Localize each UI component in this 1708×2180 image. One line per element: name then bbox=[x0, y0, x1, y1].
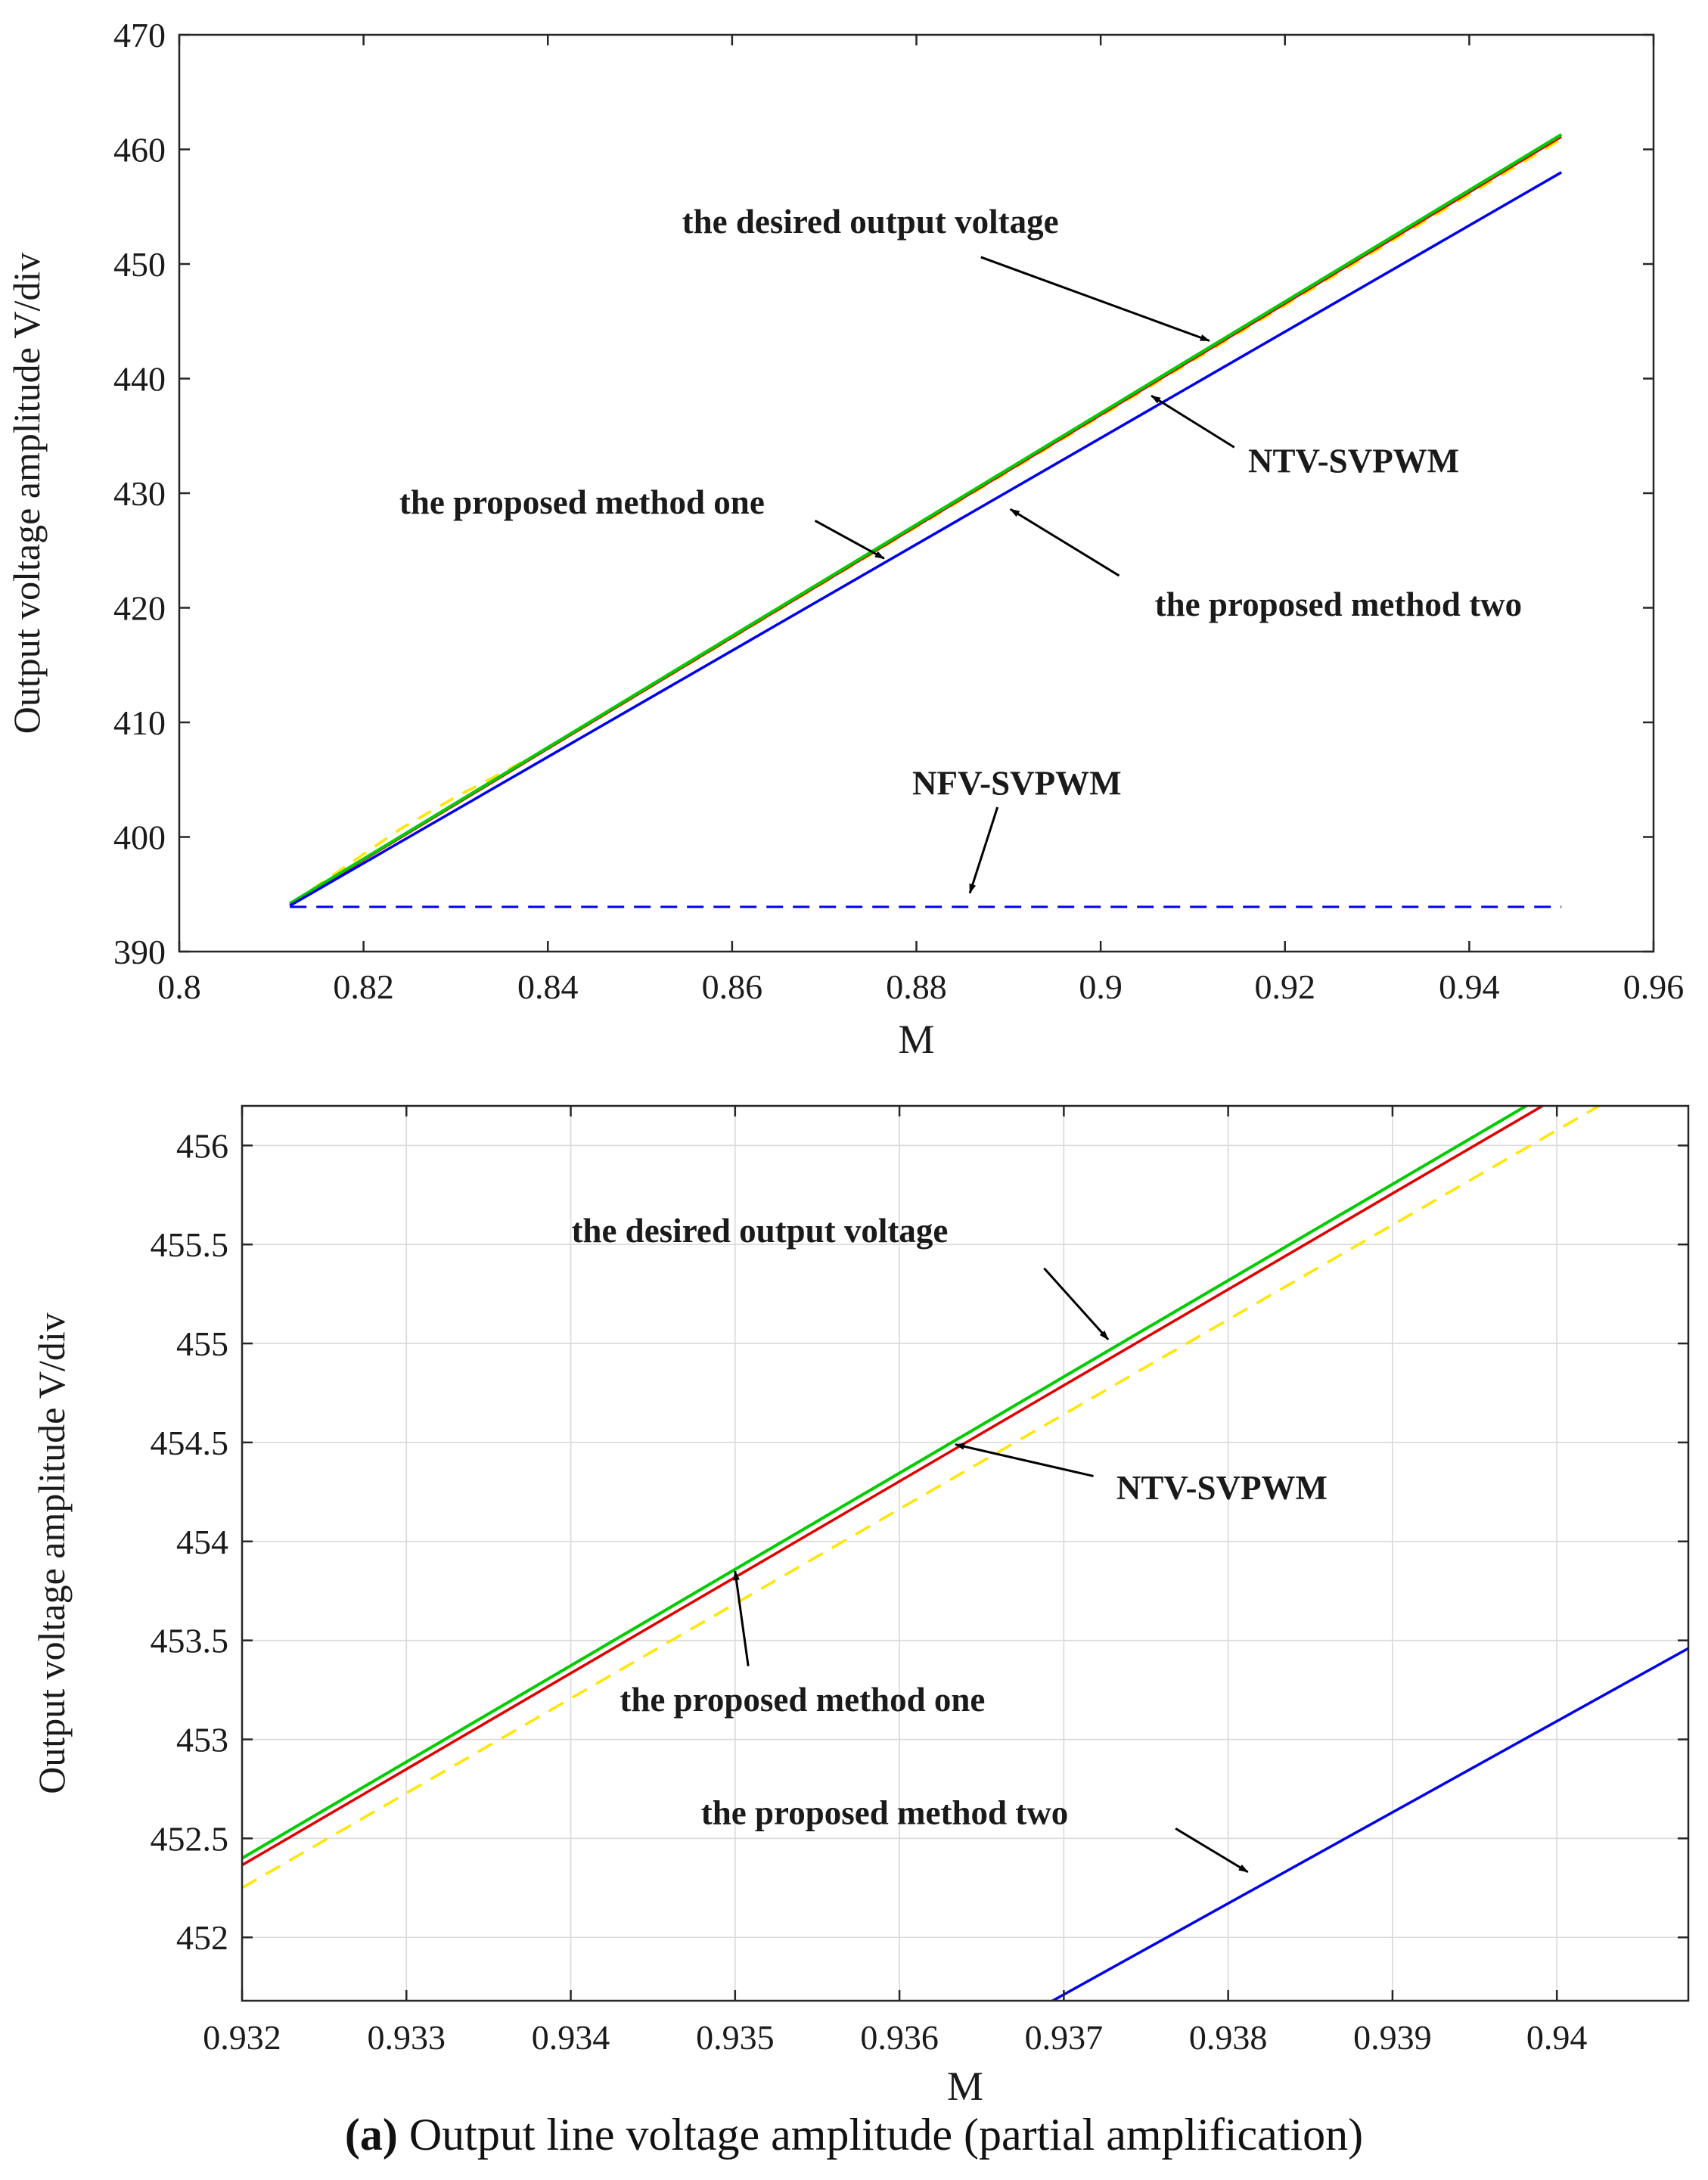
x-tick-label: 0.933 bbox=[368, 2018, 446, 2057]
x-axis-label: M bbox=[898, 1017, 934, 1062]
series-line-the-proposed-method-two bbox=[1050, 1647, 1688, 2001]
series-line-the-proposed-method-two bbox=[289, 171, 1563, 907]
series-line-ntv-svpwm bbox=[242, 1106, 1602, 1890]
caption-text: Output line voltage amplitude (partial a… bbox=[397, 2110, 1364, 2160]
y-tick-label: 440 bbox=[113, 360, 166, 399]
y-tick-label: 420 bbox=[113, 589, 166, 628]
x-tick-label: 0.932 bbox=[203, 2018, 281, 2057]
series-line-the-desired-output-voltage bbox=[289, 133, 1563, 905]
annotation-arrow bbox=[814, 520, 885, 560]
x-tick-label: 0.8 bbox=[157, 967, 201, 1006]
x-tick-label: 0.938 bbox=[1189, 2018, 1268, 2057]
y-axis-label: Output voltage amplitude V/div bbox=[5, 253, 48, 734]
x-axis-label: M bbox=[947, 2064, 983, 2109]
y-tick-label: 450 bbox=[113, 245, 166, 284]
y-tick-label: 453 bbox=[176, 1721, 228, 1759]
x-tick-label: 0.934 bbox=[532, 2018, 610, 2057]
annotation-label: NFV-SVPWM bbox=[912, 764, 1122, 802]
y-tick-label: 452 bbox=[176, 1918, 228, 1957]
axes-box bbox=[241, 1104, 1690, 2002]
x-tick-label: 0.94 bbox=[1526, 2018, 1588, 2057]
annotation-label: the proposed method one bbox=[620, 1681, 985, 1719]
x-tick-label: 0.86 bbox=[702, 967, 763, 1006]
y-tick-label: 455 bbox=[176, 1324, 228, 1363]
annotation-arrow bbox=[1175, 1828, 1249, 1874]
annotation-label: NTV-SVPWM bbox=[1116, 1469, 1328, 1507]
annotation-label: NTV-SVPWM bbox=[1248, 443, 1459, 480]
annotation-arrow bbox=[968, 806, 999, 894]
y-tick-label: 453.5 bbox=[151, 1622, 229, 1660]
y-tick-label: 460 bbox=[113, 131, 166, 169]
annotation-arrow bbox=[954, 1442, 1094, 1477]
y-tick-label: 410 bbox=[113, 703, 166, 742]
x-tick-label: 0.96 bbox=[1623, 967, 1685, 1006]
annotation-arrow bbox=[1151, 394, 1235, 449]
x-tick-label: 0.939 bbox=[1353, 2018, 1432, 2057]
x-tick-label: 0.935 bbox=[696, 2018, 775, 2057]
y-tick-label: 456 bbox=[176, 1126, 228, 1165]
chart-bottom-partial-amplification: 0.932 0.933 0.934 0.935 0.936 0.937 0.938 0.939… bbox=[30, 1104, 1690, 2109]
series-line-the-proposed-method-one bbox=[242, 1106, 1545, 1867]
y-axis-label: Output voltage amplitude V/div bbox=[30, 1312, 73, 1794]
y-tick-label: 455.5 bbox=[151, 1225, 229, 1264]
y-tick-label: 400 bbox=[113, 818, 166, 857]
x-tick-label: 0.9 bbox=[1079, 967, 1123, 1006]
y-tick-label: 470 bbox=[113, 16, 166, 54]
annotation-arrow bbox=[980, 256, 1210, 342]
annotation-arrow bbox=[1009, 508, 1120, 577]
plot-series-group bbox=[242, 1106, 1688, 2001]
annotation-label: the proposed method two bbox=[701, 1793, 1068, 1831]
x-tick-label: 0.92 bbox=[1255, 967, 1316, 1006]
figure-caption: (a) Output line voltage amplitude (parti… bbox=[0, 2109, 1708, 2161]
x-tick-label: 0.82 bbox=[333, 967, 394, 1006]
series-line-the-desired-output-voltage bbox=[242, 1106, 1529, 1860]
x-tick-label: 0.88 bbox=[886, 967, 947, 1006]
y-tick-label: 454 bbox=[176, 1523, 228, 1561]
caption-label: (a) bbox=[344, 2110, 398, 2160]
annotation-label: the proposed method two bbox=[1155, 585, 1522, 623]
x-tick-label: 0.94 bbox=[1439, 967, 1500, 1006]
plot-series-group bbox=[289, 133, 1563, 908]
annotation-label: the proposed method one bbox=[399, 483, 765, 521]
chart-top-output-voltage: 0.8 0.82 0.84 0.86 0.88 0.9 0.92 0.94 0.96 390 400… bbox=[5, 16, 1685, 1062]
annotation-arrow bbox=[1043, 1267, 1110, 1340]
y-tick-label: 430 bbox=[113, 474, 166, 513]
annotation-label: the desired output voltage bbox=[682, 203, 1059, 241]
y-tick-label: 390 bbox=[113, 933, 166, 971]
x-tick-label: 0.936 bbox=[860, 2018, 939, 2057]
y-tick-label: 454.5 bbox=[151, 1424, 229, 1462]
annotation-label: the desired output voltage bbox=[571, 1212, 948, 1250]
y-tick-label: 452.5 bbox=[151, 1819, 229, 1858]
x-tick-label: 0.937 bbox=[1025, 2018, 1104, 2057]
annotation-arrow bbox=[733, 1570, 750, 1666]
x-tick-label: 0.84 bbox=[517, 967, 579, 1006]
